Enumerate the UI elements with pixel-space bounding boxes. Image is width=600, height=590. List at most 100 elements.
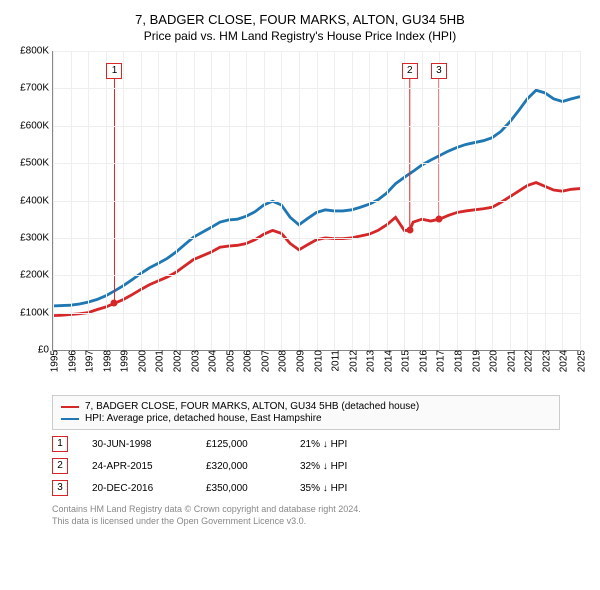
x-gridline — [176, 51, 177, 350]
x-gridline — [422, 51, 423, 350]
x-tick-label: 1998 — [98, 350, 113, 372]
attribution-line1: Contains HM Land Registry data © Crown c… — [52, 504, 560, 516]
marker-row-hpi: 32% ↓ HPI — [300, 461, 380, 472]
legend-row: 7, BADGER CLOSE, FOUR MARKS, ALTON, GU34… — [61, 401, 551, 412]
x-gridline — [404, 51, 405, 350]
chart-subtitle: Price paid vs. HM Land Registry's House … — [10, 29, 590, 43]
legend-swatch — [61, 418, 79, 420]
x-gridline — [299, 51, 300, 350]
marker-dot — [435, 216, 442, 223]
markers-table: 130-JUN-1998£125,00021% ↓ HPI224-APR-201… — [52, 436, 560, 496]
x-tick-label: 2022 — [520, 350, 535, 372]
x-tick-label: 2003 — [186, 350, 201, 372]
x-gridline — [369, 51, 370, 350]
x-gridline — [562, 51, 563, 350]
x-gridline — [510, 51, 511, 350]
x-gridline — [194, 51, 195, 350]
marker-row-number: 2 — [52, 458, 68, 474]
x-tick-label: 2006 — [239, 350, 254, 372]
x-tick-label: 2009 — [291, 350, 306, 372]
x-gridline — [387, 51, 388, 350]
x-gridline — [475, 51, 476, 350]
marker-row-price: £350,000 — [206, 483, 276, 494]
x-gridline — [141, 51, 142, 350]
x-gridline — [229, 51, 230, 350]
x-tick-label: 2024 — [555, 350, 570, 372]
x-gridline — [246, 51, 247, 350]
x-tick-label: 2017 — [432, 350, 447, 372]
x-gridline — [457, 51, 458, 350]
x-tick-label: 2011 — [327, 350, 342, 372]
marker-label-box: 2 — [402, 63, 418, 79]
marker-label-box: 1 — [106, 63, 122, 79]
chart-title: 7, BADGER CLOSE, FOUR MARKS, ALTON, GU34… — [10, 12, 590, 27]
x-tick-label: 2021 — [502, 350, 517, 372]
x-tick-label: 1999 — [116, 350, 131, 372]
legend-label: 7, BADGER CLOSE, FOUR MARKS, ALTON, GU34… — [85, 401, 419, 412]
marker-row: 3 20-DEC-2016 £350,000 35% ↓ HPI — [52, 480, 560, 496]
x-tick-label: 2002 — [168, 350, 183, 372]
marker-row-hpi: 35% ↓ HPI — [300, 483, 380, 494]
x-gridline — [53, 51, 54, 350]
attribution: Contains HM Land Registry data © Crown c… — [52, 504, 560, 527]
x-gridline — [123, 51, 124, 350]
legend: 7, BADGER CLOSE, FOUR MARKS, ALTON, GU34… — [52, 395, 560, 430]
x-gridline — [158, 51, 159, 350]
marker-dot — [406, 227, 413, 234]
x-gridline — [211, 51, 212, 350]
legend-row: HPI: Average price, detached house, East… — [61, 413, 551, 424]
y-tick-label: £400K — [20, 195, 53, 206]
x-tick-label: 2012 — [344, 350, 359, 372]
x-gridline — [352, 51, 353, 350]
x-tick-label: 2004 — [204, 350, 219, 372]
x-gridline — [334, 51, 335, 350]
attribution-line2: This data is licensed under the Open Gov… — [52, 516, 560, 528]
x-gridline — [527, 51, 528, 350]
marker-row-number: 3 — [52, 480, 68, 496]
marker-row-price: £125,000 — [206, 439, 276, 450]
x-tick-label: 2023 — [537, 350, 552, 372]
y-tick-label: £500K — [20, 158, 53, 169]
x-gridline — [71, 51, 72, 350]
x-gridline — [317, 51, 318, 350]
x-tick-label: 2025 — [573, 350, 588, 372]
marker-dot — [111, 300, 118, 307]
y-tick-label: £100K — [20, 307, 53, 318]
y-tick-label: £800K — [20, 46, 53, 57]
y-tick-label: £200K — [20, 270, 53, 281]
marker-row-number: 1 — [52, 436, 68, 452]
marker-row-date: 24-APR-2015 — [92, 461, 182, 472]
legend-swatch — [61, 406, 79, 408]
x-tick-label: 2008 — [274, 350, 289, 372]
x-tick-label: 1995 — [46, 350, 61, 372]
x-tick-label: 1996 — [63, 350, 78, 372]
x-tick-label: 1997 — [81, 350, 96, 372]
x-gridline — [545, 51, 546, 350]
marker-row: 2 24-APR-2015 £320,000 32% ↓ HPI — [52, 458, 560, 474]
x-tick-label: 2019 — [467, 350, 482, 372]
x-gridline — [106, 51, 107, 350]
marker-row-price: £320,000 — [206, 461, 276, 472]
legend-label: HPI: Average price, detached house, East… — [85, 413, 322, 424]
x-tick-label: 2014 — [379, 350, 394, 372]
x-tick-label: 2001 — [151, 350, 166, 372]
x-gridline — [492, 51, 493, 350]
x-tick-label: 2005 — [221, 350, 236, 372]
marker-row-date: 20-DEC-2016 — [92, 483, 182, 494]
marker-label-box: 3 — [431, 63, 447, 79]
x-gridline — [88, 51, 89, 350]
x-gridline — [439, 51, 440, 350]
x-tick-label: 2020 — [485, 350, 500, 372]
marker-row: 130-JUN-1998£125,00021% ↓ HPI — [52, 436, 560, 452]
y-tick-label: £700K — [20, 83, 53, 94]
y-tick-label: £300K — [20, 232, 53, 243]
chart-area: £0£100K£200K£300K£400K£500K£600K£700K£80… — [52, 51, 580, 351]
x-tick-label: 2000 — [133, 350, 148, 372]
x-tick-label: 2010 — [309, 350, 324, 372]
x-tick-label: 2018 — [450, 350, 465, 372]
marker-row-date: 30-JUN-1998 — [92, 439, 182, 450]
x-gridline — [580, 51, 581, 350]
x-tick-label: 2015 — [397, 350, 412, 372]
plot-area: £0£100K£200K£300K£400K£500K£600K£700K£80… — [52, 51, 580, 351]
x-tick-label: 2007 — [256, 350, 271, 372]
